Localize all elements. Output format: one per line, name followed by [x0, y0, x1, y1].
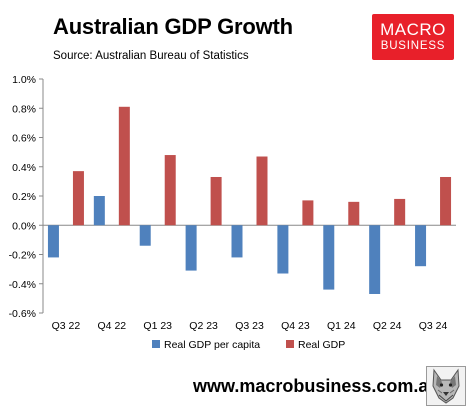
- logo-line-business: BUSINESS: [380, 40, 446, 52]
- x-tick-label: Q3 22: [52, 320, 81, 332]
- bar-real-gdp: [72, 171, 84, 226]
- chart-source: Source: Australian Bureau of Statistics: [53, 50, 249, 62]
- x-tick-label: Q2 24: [373, 320, 402, 332]
- legend-label-gdp: Real GDP: [298, 339, 345, 351]
- y-tick-label: 0.8%: [12, 103, 36, 115]
- bar-real-gdp: [394, 198, 406, 226]
- y-tick-label: 0.0%: [12, 220, 36, 232]
- bar-real-gdp: [210, 176, 222, 226]
- bar-real-gdp: [256, 156, 268, 226]
- chart-labels: -0.6% -0.4% -0.2% 0.0% 0.2% 0.4% 0.6% 0.8% 1.0% Q…: [9, 74, 448, 332]
- bar-real-gdp-per-capita: [93, 196, 105, 226]
- bar-real-gdp: [302, 200, 314, 226]
- y-tick-label: 1.0%: [12, 74, 36, 86]
- bar-real-gdp-per-capita: [415, 225, 427, 267]
- bar-real-gdp-per-capita: [323, 225, 335, 290]
- bar-real-gdp: [348, 201, 360, 226]
- legend-label-per-capita: Real GDP per capita: [164, 339, 260, 351]
- bar-real-gdp-per-capita: [277, 225, 289, 274]
- x-tick-label: Q1 24: [327, 320, 356, 332]
- x-tick-label: Q3 23: [235, 320, 264, 332]
- y-tick-label: -0.2%: [9, 250, 36, 262]
- chart-title: Australian GDP Growth: [53, 14, 293, 39]
- y-tick-label: 0.2%: [12, 191, 36, 203]
- macrobusiness-logo: MACRO BUSINESS: [372, 14, 454, 60]
- wolf-head-icon: [426, 366, 466, 406]
- bar-real-gdp-per-capita: [47, 225, 59, 258]
- chart-bars: [47, 106, 452, 294]
- y-tick-label: 0.4%: [12, 162, 36, 174]
- logo-line-macro: MACRO: [380, 20, 446, 39]
- x-tick-label: Q2 23: [189, 320, 218, 332]
- y-tick-label: -0.6%: [9, 308, 36, 320]
- x-tick-label: Q3 24: [419, 320, 448, 332]
- chart-axes: [39, 78, 456, 314]
- x-tick-label: Q4 22: [98, 320, 127, 332]
- y-tick-label: 0.6%: [12, 133, 36, 145]
- bar-real-gdp-per-capita: [185, 225, 197, 271]
- legend-swatch-per-capita: [152, 340, 160, 348]
- bar-real-gdp-per-capita: [139, 225, 151, 246]
- bar-real-gdp-per-capita: [369, 225, 381, 294]
- chart-legend: Real GDP per capita Real GDP: [152, 339, 345, 351]
- x-tick-label: Q1 23: [143, 320, 172, 332]
- x-tick-label: Q4 23: [281, 320, 310, 332]
- bar-real-gdp: [164, 155, 176, 226]
- y-tick-label: -0.4%: [9, 279, 36, 291]
- legend-swatch-gdp: [286, 340, 294, 348]
- website-url: www.macrobusiness.com.au: [193, 376, 440, 396]
- bar-real-gdp-per-capita: [231, 225, 243, 258]
- bar-real-gdp: [118, 106, 130, 226]
- bar-real-gdp: [440, 176, 452, 226]
